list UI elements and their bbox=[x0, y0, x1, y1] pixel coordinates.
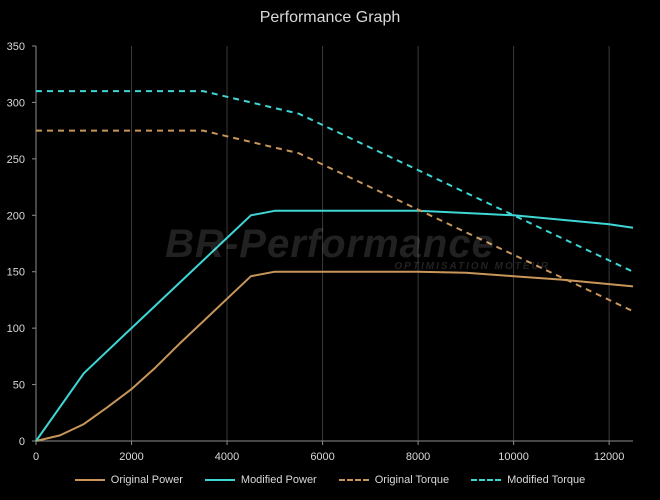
chart-title: Performance Graph bbox=[259, 9, 401, 26]
y-tick-label: 50 bbox=[13, 380, 25, 392]
legend-swatch bbox=[338, 479, 369, 481]
y-tick-label: 350 bbox=[7, 41, 25, 53]
legend-item: Original Torque bbox=[338, 474, 450, 486]
legend-swatch bbox=[204, 479, 235, 481]
legend-label: Modified Power bbox=[240, 474, 317, 486]
series-line-modified-torque bbox=[36, 90, 634, 273]
y-tick-label: 150 bbox=[7, 267, 25, 279]
legend-label: Original Power bbox=[110, 474, 183, 486]
y-tick-label: 200 bbox=[7, 210, 25, 222]
legend-label: Modified Torque bbox=[507, 474, 586, 486]
legend-swatch bbox=[74, 479, 105, 481]
x-tick-label: 6000 bbox=[310, 451, 334, 463]
watermark-subtitle: OPTIMISATION MOTEUR bbox=[394, 261, 550, 272]
series-line-original-power bbox=[35, 270, 634, 442]
series-line-modified-power bbox=[35, 209, 634, 442]
x-tick-label: 2000 bbox=[119, 451, 143, 463]
y-tick-label: 0 bbox=[19, 436, 25, 448]
series-lines bbox=[35, 90, 634, 442]
chart-legend: Original Power Modified Power Original Tor… bbox=[0, 474, 660, 486]
watermark-logo-text: BR-Performance bbox=[165, 222, 495, 266]
x-tick-label: 12000 bbox=[594, 451, 625, 463]
legend-label: Original Torque bbox=[374, 474, 450, 486]
x-tick-label: 8000 bbox=[406, 451, 430, 463]
y-tick-label: 100 bbox=[7, 323, 25, 335]
x-tick-label: 4000 bbox=[215, 451, 239, 463]
grid-lines bbox=[131, 46, 610, 441]
y-tick-label: 250 bbox=[7, 154, 25, 166]
x-tick-label: 0 bbox=[33, 451, 39, 463]
legend-item: Original Power bbox=[74, 474, 183, 486]
y-tick-label: 300 bbox=[7, 97, 25, 109]
legend-swatch bbox=[471, 479, 502, 481]
series-line-original-torque bbox=[36, 129, 634, 313]
legend-item: Modified Torque bbox=[471, 474, 585, 486]
x-tick-label: 10000 bbox=[498, 451, 529, 463]
legend-item: Modified Power bbox=[204, 474, 317, 486]
axes: 0 2000 4000 6000 8000 10000 12000 0 50 100 150 200 2… bbox=[7, 41, 633, 463]
